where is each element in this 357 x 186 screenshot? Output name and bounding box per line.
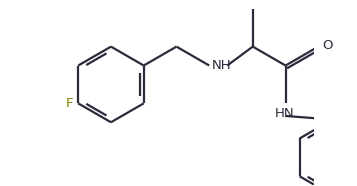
Text: NH: NH [212, 60, 232, 73]
Text: O: O [322, 39, 332, 52]
Text: F: F [65, 97, 73, 110]
Text: HN: HN [275, 107, 295, 120]
